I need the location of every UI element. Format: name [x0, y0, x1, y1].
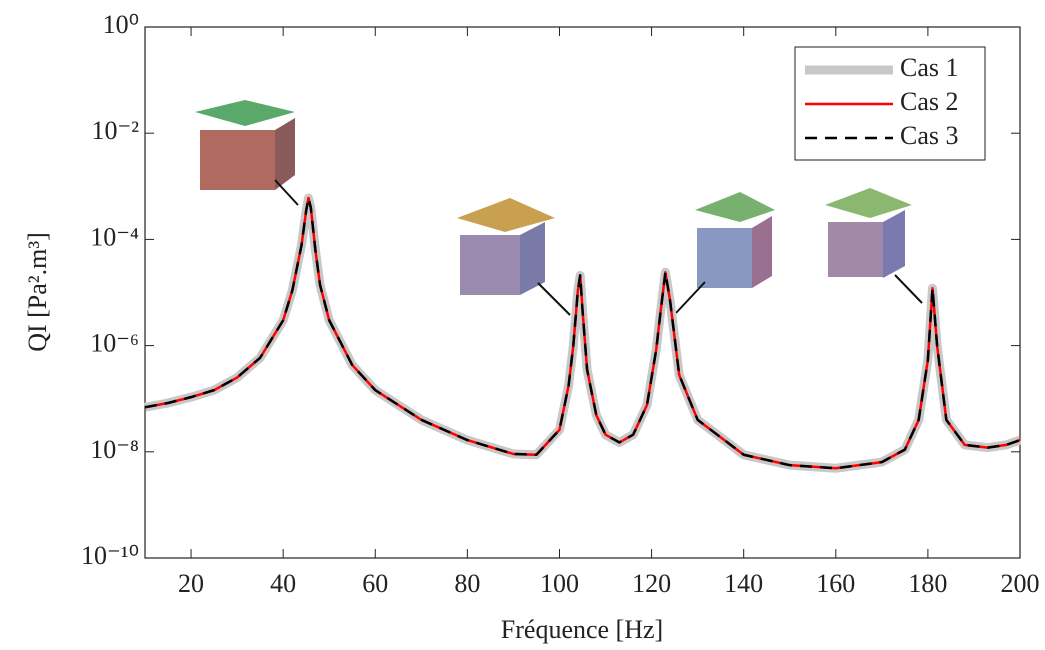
y-tick-label: 10⁻⁸ — [90, 435, 139, 464]
inset-surface — [825, 188, 912, 218]
inset-cube — [200, 130, 275, 190]
x-tick-label: 80 — [454, 569, 480, 598]
connector — [675, 281, 706, 314]
legend-label: Cas 2 — [900, 87, 959, 116]
legend-label: Cas 3 — [900, 121, 959, 150]
mode-insets — [195, 100, 912, 295]
inset-surface — [457, 198, 555, 232]
legend-label: Cas 1 — [900, 53, 959, 82]
inset-surface — [695, 192, 775, 222]
x-tick-label: 120 — [632, 569, 671, 598]
y-tick-label: 10⁻⁴ — [90, 222, 139, 251]
inset-cube — [828, 222, 883, 277]
y-tick-label: 10⁻¹⁰ — [81, 541, 139, 570]
lines — [144, 193, 1022, 473]
x-tick-label: 160 — [816, 569, 855, 598]
x-tick-label: 200 — [1001, 569, 1040, 598]
inset-cube-side — [275, 118, 295, 190]
x-tick-label: 180 — [908, 569, 947, 598]
inset-cube-side — [883, 210, 905, 278]
connector — [894, 274, 923, 304]
x-axis-label: Fréquence [Hz] — [501, 615, 663, 644]
inset-cube — [697, 228, 752, 288]
connector — [537, 282, 571, 316]
x-tick-label: 140 — [724, 569, 763, 598]
series-line — [144, 196, 1021, 470]
x-tick-label: 60 — [362, 569, 388, 598]
connector — [274, 179, 299, 206]
y-tick-label: 10⁻² — [91, 116, 139, 145]
y-tick-label: 10⁰ — [103, 10, 139, 39]
inset-cube — [460, 235, 520, 295]
y-tick-label: 10⁻⁶ — [90, 329, 139, 358]
inset-cube-side — [520, 222, 545, 295]
x-tick-label: 100 — [540, 569, 579, 598]
y-axis-label: QI [Pa².m³] — [23, 232, 52, 352]
inset-surface — [195, 100, 295, 126]
inset-connectors — [274, 179, 923, 316]
x-tick-label: 40 — [270, 569, 296, 598]
inset-cube-side — [752, 216, 772, 288]
x-tick-label: 20 — [178, 569, 204, 598]
